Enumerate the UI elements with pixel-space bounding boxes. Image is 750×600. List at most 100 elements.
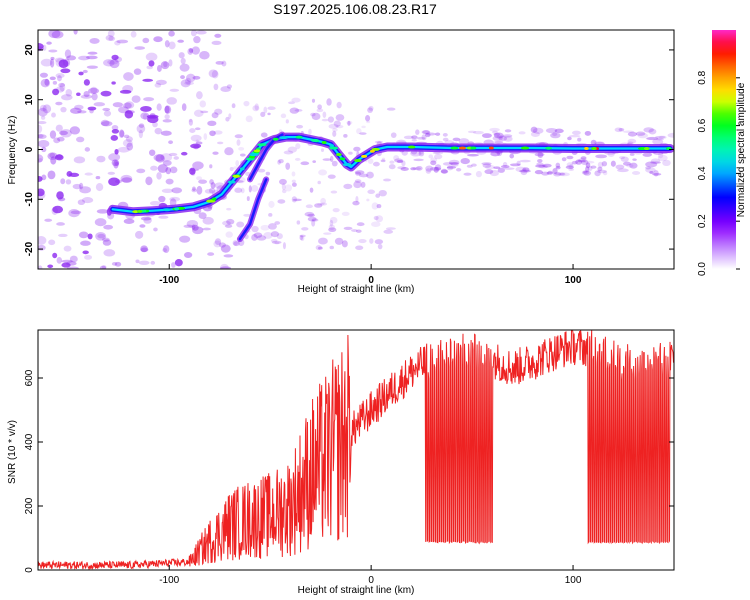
halo-blob bbox=[326, 98, 332, 106]
halo-blob bbox=[375, 215, 384, 223]
noise-blob bbox=[158, 195, 166, 203]
ridge-hotspot bbox=[295, 135, 303, 139]
ridge-hotspot bbox=[239, 167, 245, 171]
halo-blob bbox=[256, 235, 267, 241]
noise-blob bbox=[82, 69, 88, 74]
ridge-hotspot bbox=[141, 209, 147, 213]
noise-blob bbox=[187, 48, 193, 55]
halo-blob bbox=[463, 172, 472, 176]
noise-blob bbox=[113, 160, 119, 169]
halo-blob bbox=[334, 237, 344, 245]
noise-blob bbox=[55, 101, 63, 106]
halo-blob bbox=[373, 215, 379, 221]
halo-blob bbox=[358, 173, 369, 178]
halo-blob bbox=[583, 160, 595, 164]
noise-blob bbox=[183, 251, 193, 259]
halo-blob bbox=[425, 168, 432, 174]
noise-blob bbox=[52, 205, 64, 214]
noise-blob bbox=[56, 256, 63, 264]
halo-blob bbox=[590, 165, 597, 169]
halo-blob bbox=[191, 224, 196, 230]
ridge-hotspot bbox=[643, 147, 650, 151]
halo-blob bbox=[374, 239, 384, 245]
halo-blob bbox=[267, 106, 276, 111]
halo-blob bbox=[268, 212, 273, 217]
halo-blob bbox=[316, 108, 324, 113]
ridge-hotspot bbox=[361, 154, 368, 158]
noise-blob bbox=[101, 265, 107, 269]
ridge-hotspot bbox=[329, 144, 334, 148]
noise-blob bbox=[84, 172, 93, 176]
halo-blob bbox=[317, 203, 325, 206]
noise-blob bbox=[47, 170, 56, 180]
noise-blob bbox=[77, 199, 86, 206]
noise-blob bbox=[53, 137, 61, 144]
noise-blob bbox=[213, 83, 219, 91]
noise-blob bbox=[211, 40, 222, 45]
noise-blob bbox=[38, 265, 43, 269]
noise-blob bbox=[112, 102, 124, 108]
halo-blob bbox=[305, 204, 313, 209]
noise-blob bbox=[164, 105, 170, 114]
noise-blob bbox=[125, 136, 133, 143]
halo-blob bbox=[378, 189, 387, 197]
noise-blob bbox=[111, 128, 120, 134]
noise-blob bbox=[140, 112, 150, 120]
halo-blob bbox=[354, 170, 365, 175]
halo-blob bbox=[235, 160, 240, 167]
noise-blob bbox=[79, 186, 91, 194]
halo-blob bbox=[366, 171, 374, 179]
noise-blob bbox=[122, 139, 133, 148]
colorbar-tick-label: 0.0 bbox=[697, 262, 708, 276]
halo-blob bbox=[307, 216, 317, 222]
noise-blob bbox=[121, 177, 133, 183]
halo-blob bbox=[386, 107, 396, 111]
noise-blob bbox=[208, 69, 218, 78]
noise-blob bbox=[49, 152, 56, 158]
halo-blob bbox=[282, 189, 287, 194]
colorbar-tick-label: 0.6 bbox=[697, 118, 708, 132]
ridge-hotspot bbox=[343, 162, 351, 166]
x-tick-label: 0 bbox=[368, 275, 374, 286]
noise-blob bbox=[185, 77, 192, 85]
noise-blob bbox=[38, 42, 44, 50]
halo-blob bbox=[200, 110, 209, 114]
halo-blob bbox=[642, 152, 653, 157]
halo-blob bbox=[260, 224, 270, 231]
halo-blob bbox=[394, 158, 403, 163]
noise-blob bbox=[108, 177, 120, 186]
halo-blob bbox=[585, 166, 590, 173]
halo-blob bbox=[335, 124, 344, 129]
noise-blob bbox=[55, 124, 63, 132]
halo-blob bbox=[320, 197, 326, 205]
halo-blob bbox=[577, 137, 582, 142]
noise-blob bbox=[63, 58, 71, 67]
noise-blob bbox=[54, 154, 64, 161]
noise-blob bbox=[210, 182, 216, 189]
halo-blob bbox=[226, 218, 235, 225]
halo-blob bbox=[430, 157, 438, 163]
noise-blob bbox=[162, 160, 172, 166]
noise-blob bbox=[56, 222, 65, 226]
noise-blob bbox=[111, 54, 119, 61]
halo-blob bbox=[410, 150, 422, 157]
halo-blob bbox=[341, 211, 350, 216]
halo-blob bbox=[251, 225, 259, 233]
halo-blob bbox=[615, 164, 625, 170]
halo-blob bbox=[515, 166, 527, 173]
halo-blob bbox=[554, 128, 564, 134]
ridge-hotspot bbox=[488, 146, 494, 150]
colorbar-tick-label: 0.8 bbox=[697, 70, 708, 84]
halo-blob bbox=[226, 207, 232, 211]
noise-blob bbox=[152, 121, 158, 128]
halo-blob bbox=[610, 160, 616, 167]
halo-blob bbox=[209, 164, 213, 169]
noise-blob bbox=[96, 155, 106, 163]
halo-blob bbox=[318, 237, 328, 245]
noise-blob bbox=[93, 102, 106, 107]
halo-blob bbox=[584, 130, 592, 136]
halo-blob bbox=[328, 123, 339, 129]
halo-blob bbox=[652, 173, 662, 176]
halo-blob bbox=[546, 171, 554, 175]
halo-blob bbox=[654, 135, 666, 139]
